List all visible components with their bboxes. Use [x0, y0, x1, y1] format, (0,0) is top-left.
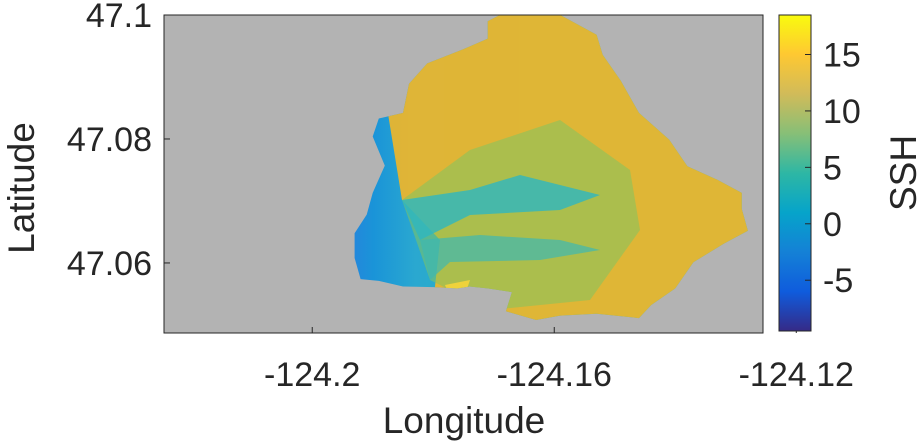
- x-tick-label: -124.16: [497, 356, 612, 394]
- colorbar-tick-label: -5: [823, 262, 853, 300]
- colorbar-label: SSH: [883, 135, 919, 211]
- colorbar-tick-label: 15: [823, 37, 861, 75]
- x-ticks: -124.2 -124.16 -124.12: [264, 327, 854, 394]
- x-axis-label: Longitude: [383, 400, 546, 441]
- ssh-green-channels: [402, 120, 640, 310]
- y-tick-label: 47.06: [67, 245, 152, 283]
- y-axis-label: Latitude: [1, 122, 42, 254]
- colorbar-tick-label: 5: [823, 149, 842, 187]
- colorbar-tick-label: 10: [823, 93, 861, 131]
- x-tick-label: -124.2: [264, 356, 360, 394]
- colorbar-tick-label: 0: [823, 206, 842, 244]
- colorbar-ticks: -5 0 5 10 15: [805, 37, 861, 300]
- y-tick-label: 47.08: [67, 121, 152, 159]
- x-tick-label: -124.12: [739, 356, 854, 394]
- y-ticks: 47.06 47.08 47.1: [67, 0, 170, 283]
- colorbar: [778, 14, 812, 332]
- axes-frame: [163, 14, 764, 334]
- ssh-channel-cyan: [402, 175, 600, 240]
- ssh-channel-cyan-lower: [420, 235, 600, 280]
- y-tick-label: 47.1: [86, 0, 152, 35]
